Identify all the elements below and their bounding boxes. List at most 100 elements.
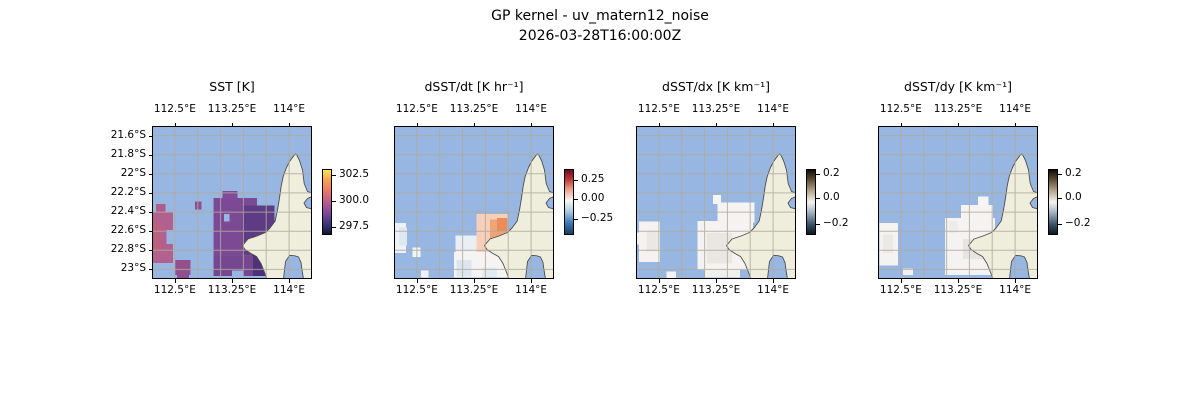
heatmap-cell (455, 235, 477, 255)
heatmap-cell (666, 271, 676, 279)
heatmap-cell (456, 259, 472, 277)
lat-tickmark (148, 250, 152, 252)
lat-tickmark (148, 192, 152, 194)
lat-tick-label: 21.8°S (110, 147, 146, 160)
lon-tick-label-top: 114°E (757, 103, 790, 115)
lon-tickmark-top (474, 122, 475, 126)
lon-tickmark-bottom (174, 279, 176, 283)
colorbar-tick-label: 302.5 (339, 167, 370, 180)
lat-tick-label: 22.8°S (110, 243, 146, 256)
lon-tick-label-top: 114°E (999, 103, 1032, 115)
lat-tickmark (148, 231, 152, 233)
heatmap-cell (166, 230, 174, 244)
lon-tick-label-top: 112.5°E (153, 103, 196, 115)
lon-tickmark-bottom (958, 279, 959, 283)
lon-tickmark-bottom (416, 279, 418, 283)
lon-tickmark-top (773, 122, 775, 126)
map-frame (878, 126, 1038, 279)
lon-tick-label-top: 112.5°E (395, 103, 438, 115)
lon-tickmark-top (232, 122, 233, 126)
colorbar-tickmark (574, 199, 578, 201)
lat-tick-label: 22°S (120, 166, 146, 179)
lon-tick-label-top: 113.25°E (207, 103, 257, 115)
coastal-inlet (787, 196, 796, 210)
heatmap-cell (222, 191, 238, 200)
heatmap-cell (421, 270, 429, 278)
lon-tick-label-bottom: 112.5°E (395, 284, 438, 296)
colorbar-tick-label: 0.25 (581, 172, 605, 185)
colorbar (1048, 169, 1058, 235)
lon-tick-label-bottom: 113.25°E (207, 284, 257, 296)
heatmap-cell (948, 220, 958, 234)
colorbar-tickmark (816, 174, 820, 176)
gulf-bay (283, 254, 304, 279)
lon-tickmark-bottom (1015, 279, 1017, 283)
colorbar-tick-label: 0.2 (1065, 167, 1082, 180)
lon-tickmark-bottom (232, 279, 233, 283)
colorbar (322, 169, 332, 235)
colorbar-tickmark (816, 224, 820, 226)
colorbar-tick-label: 300.0 (339, 194, 370, 206)
lat-tickmark (148, 212, 152, 214)
lon-tickmark-top (958, 122, 959, 126)
colorbar-tickmark (816, 198, 820, 200)
map-panel-3 (636, 126, 796, 279)
heatmap-cell (398, 227, 407, 246)
heatmap-cell (224, 214, 230, 222)
lat-tick-label: 22.4°S (110, 205, 146, 218)
figure-title-line1: GP kernel - uv_matern12_noise (491, 8, 709, 24)
colorbar-tick-label: −0.2 (1065, 217, 1091, 230)
coastal-inlet (1029, 196, 1038, 210)
map-panel-2 (394, 126, 554, 279)
panel-title: dSST/dt [K hr⁻¹] (424, 79, 524, 94)
heatmap-cell (412, 247, 421, 257)
heatmap-cell (232, 270, 244, 279)
coastal-inlet (303, 196, 312, 210)
lon-tickmark-bottom (289, 279, 291, 283)
gridlines (152, 126, 312, 279)
colorbar-tickmark (574, 218, 578, 220)
colorbar (564, 169, 574, 235)
figure-title-line2: 2026-03-28T16:00:00Z (518, 28, 682, 44)
heatmap-cell (882, 234, 894, 253)
lon-tickmark-bottom (900, 279, 902, 283)
lon-tick-label-top: 113.25°E (691, 103, 741, 115)
lat-tick-label: 23°S (120, 262, 146, 275)
heatmap-cell (902, 268, 914, 276)
heatmap-cell (704, 269, 740, 278)
heatmap-cell (176, 272, 189, 279)
colorbar-tickmark (1058, 174, 1062, 176)
lon-tickmark-top (174, 122, 176, 126)
lon-tick-label-bottom: 114°E (515, 284, 548, 296)
lon-tick-label-bottom: 112.5°E (637, 284, 680, 296)
map-frame (394, 126, 554, 279)
lon-tickmark-top (531, 122, 533, 126)
heatmap-cell (195, 201, 202, 210)
map-frame (636, 126, 796, 279)
colorbar-tick-label: 0.00 (581, 192, 605, 205)
colorbar-tick-label: −0.25 (581, 211, 614, 224)
colorbar-tickmark (1058, 198, 1062, 200)
lat-tick-label: 22.2°S (110, 185, 146, 198)
lon-tick-label-bottom: 112.5°E (879, 284, 922, 296)
heatmap-cell (712, 194, 721, 205)
colorbar-tickmark (332, 227, 336, 229)
lon-tickmark-bottom (474, 279, 475, 283)
lon-tickmark-top (1015, 122, 1017, 126)
gridlines (394, 126, 554, 279)
colorbar-tickmark (1058, 224, 1062, 226)
lat-tick-label: 22.6°S (110, 224, 146, 237)
heatmap-cell (497, 217, 507, 232)
lon-tick-label-top: 113.25°E (449, 103, 499, 115)
lon-tick-label-bottom: 113.25°E (691, 284, 741, 296)
colorbar-tick-label: 0.0 (823, 191, 840, 204)
heatmap-cell (646, 231, 659, 252)
heatmap-cell (978, 196, 989, 206)
heatmap-cell (156, 204, 166, 214)
lon-tick-label-top: 113.25°E (933, 103, 983, 115)
panel-title: dSST/dy [K km⁻¹] (904, 79, 1012, 94)
gulf-bay (525, 254, 546, 279)
colorbar-tick-label: −0.2 (823, 217, 849, 230)
lon-tickmark-top (289, 122, 291, 126)
